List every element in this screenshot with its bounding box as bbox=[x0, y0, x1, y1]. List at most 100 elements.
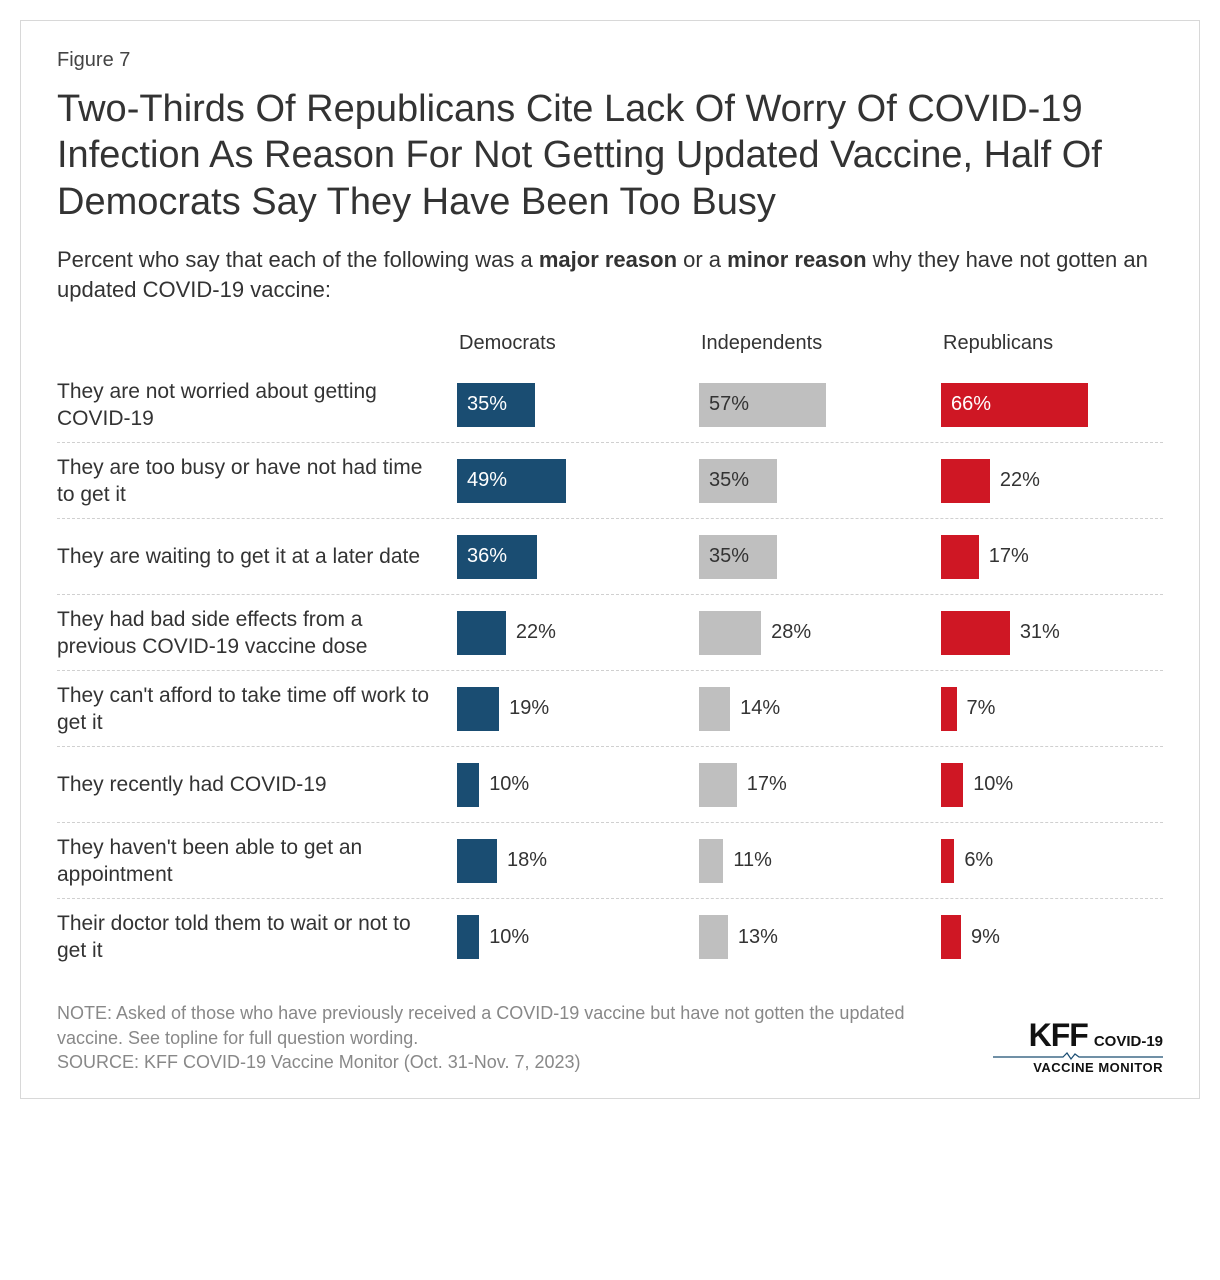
chart-title: Two-Thirds Of Republicans Cite Lack Of W… bbox=[57, 86, 1163, 225]
bar-cell: 49% bbox=[457, 459, 679, 503]
bar-cell: 6% bbox=[941, 839, 1163, 883]
bar-cell: 17% bbox=[699, 763, 921, 807]
bar: 66% bbox=[941, 383, 1088, 427]
bar: 49% bbox=[457, 459, 566, 503]
bar-value-label: 28% bbox=[761, 621, 811, 644]
bar bbox=[457, 915, 479, 959]
bar-group: 36% 35% 17% bbox=[457, 535, 1163, 579]
bar-cell: 18% bbox=[457, 839, 679, 883]
bar-value-label: 9% bbox=[961, 926, 1000, 949]
data-row: Their doctor told them to wait or not to… bbox=[57, 899, 1163, 975]
bar-cell: 22% bbox=[941, 459, 1163, 503]
bar bbox=[699, 839, 723, 883]
bar-value-label: 22% bbox=[990, 469, 1040, 492]
bar bbox=[699, 687, 730, 731]
data-row: They haven't been able to get an appoint… bbox=[57, 823, 1163, 899]
kff-logo: KFF COVID-19 VACCINE MONITOR bbox=[993, 1019, 1163, 1074]
bar-cell: 11% bbox=[699, 839, 921, 883]
row-label: They can't afford to take time off work … bbox=[57, 682, 457, 737]
column-header: Democrats bbox=[457, 332, 679, 361]
bar: 57% bbox=[699, 383, 826, 427]
bar-value-label: 17% bbox=[979, 545, 1029, 568]
chart-area: DemocratsIndependentsRepublicans They ar… bbox=[57, 332, 1163, 975]
bar: 35% bbox=[699, 459, 777, 503]
bar-cell: 57% bbox=[699, 383, 921, 427]
bar-value-label: 18% bbox=[497, 849, 547, 872]
row-label: They are not worried about getting COVID… bbox=[57, 378, 457, 433]
bar-cell: 14% bbox=[699, 687, 921, 731]
bar-value-label: 35% bbox=[699, 545, 749, 568]
row-label: They recently had COVID-19 bbox=[57, 771, 457, 798]
bar-value-label: 36% bbox=[457, 545, 507, 568]
bar bbox=[699, 763, 737, 807]
bar-cell: 35% bbox=[457, 383, 679, 427]
bar bbox=[699, 611, 761, 655]
bar-cell: 28% bbox=[699, 611, 921, 655]
column-header-row: DemocratsIndependentsRepublicans bbox=[57, 332, 1163, 361]
bar-value-label: 10% bbox=[479, 926, 529, 949]
column-header: Republicans bbox=[941, 332, 1163, 361]
bar-cell: 10% bbox=[941, 763, 1163, 807]
rows-container: They are not worried about getting COVID… bbox=[57, 367, 1163, 975]
bar-group: 49% 35% 22% bbox=[457, 459, 1163, 503]
bar-cell: 9% bbox=[941, 915, 1163, 959]
bar-value-label: 11% bbox=[723, 849, 772, 872]
bar-cell: 31% bbox=[941, 611, 1163, 655]
bar-cell: 35% bbox=[699, 535, 921, 579]
bar-value-label: 57% bbox=[699, 393, 749, 416]
logo-heartbeat-icon bbox=[993, 1052, 1163, 1059]
bar: 35% bbox=[457, 383, 535, 427]
bar-group: 19% 14% 7% bbox=[457, 687, 1163, 731]
bar bbox=[941, 535, 979, 579]
bar-cell: 66% bbox=[941, 383, 1163, 427]
bar-cell: 22% bbox=[457, 611, 679, 655]
bar-cell: 7% bbox=[941, 687, 1163, 731]
data-row: They had bad side effects from a previou… bbox=[57, 595, 1163, 671]
data-row: They are not worried about getting COVID… bbox=[57, 367, 1163, 443]
logo-monitor-text: VACCINE MONITOR bbox=[993, 1061, 1163, 1074]
bar bbox=[941, 687, 957, 731]
logo-kff-text: KFF bbox=[1029, 1019, 1088, 1051]
bar-value-label: 49% bbox=[457, 469, 507, 492]
bar-value-label: 35% bbox=[699, 469, 749, 492]
bar-value-label: 22% bbox=[506, 621, 556, 644]
row-label: They are too busy or have not had time t… bbox=[57, 454, 457, 509]
bar: 35% bbox=[699, 535, 777, 579]
bar-group: 10% 13% 9% bbox=[457, 915, 1163, 959]
bar bbox=[699, 915, 728, 959]
subtitle-bold: major reason bbox=[539, 247, 677, 272]
figure-card: Figure 7 Two-Thirds Of Republicans Cite … bbox=[20, 20, 1200, 1099]
data-row: They are too busy or have not had time t… bbox=[57, 443, 1163, 519]
bar bbox=[941, 839, 954, 883]
row-label: Their doctor told them to wait or not to… bbox=[57, 910, 457, 965]
bar-cell: 10% bbox=[457, 915, 679, 959]
bar-value-label: 10% bbox=[963, 773, 1013, 796]
bar bbox=[941, 915, 961, 959]
bar-value-label: 10% bbox=[479, 773, 529, 796]
bar bbox=[941, 763, 963, 807]
data-row: They can't afford to take time off work … bbox=[57, 671, 1163, 747]
bar-value-label: 31% bbox=[1010, 621, 1060, 644]
bar-value-label: 13% bbox=[728, 926, 778, 949]
data-row: They recently had COVID-19 10% 17% 10% bbox=[57, 747, 1163, 823]
data-row: They are waiting to get it at a later da… bbox=[57, 519, 1163, 595]
bar-group: 10% 17% 10% bbox=[457, 763, 1163, 807]
bar-value-label: 7% bbox=[957, 697, 996, 720]
bar-group: 22% 28% 31% bbox=[457, 611, 1163, 655]
bar-group: 18% 11% 6% bbox=[457, 839, 1163, 883]
bar-value-label: 17% bbox=[737, 773, 787, 796]
bar-value-label: 19% bbox=[499, 697, 549, 720]
bar bbox=[941, 611, 1010, 655]
bar-cell: 13% bbox=[699, 915, 921, 959]
bar-value-label: 6% bbox=[954, 849, 993, 872]
bar-group: 35% 57% 66% bbox=[457, 383, 1163, 427]
bar-cell: 19% bbox=[457, 687, 679, 731]
bar-cell: 35% bbox=[699, 459, 921, 503]
bar bbox=[457, 839, 497, 883]
bar-cell: 10% bbox=[457, 763, 679, 807]
subtitle-text: or a bbox=[677, 247, 727, 272]
footer-text: NOTE: Asked of those who have previously… bbox=[57, 1001, 973, 1074]
subtitle-text: Percent who say that each of the followi… bbox=[57, 247, 539, 272]
figure-number: Figure 7 bbox=[57, 49, 1163, 72]
bar-value-label: 35% bbox=[457, 393, 507, 416]
